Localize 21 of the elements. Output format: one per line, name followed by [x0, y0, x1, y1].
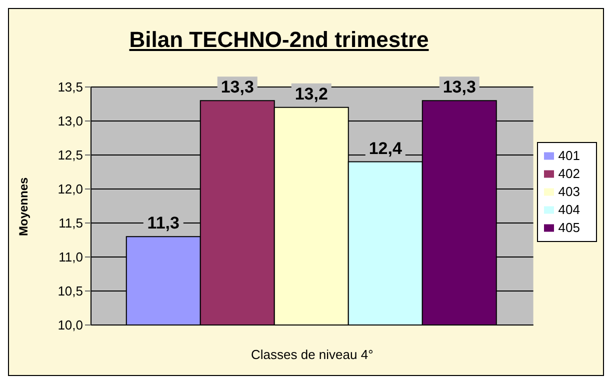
data-label: 13,3 [220, 78, 254, 97]
y-tick-label: 10,0 [58, 318, 83, 333]
legend-label: 401 [558, 148, 580, 163]
legend-label: 404 [558, 202, 580, 217]
data-label: 13,2 [294, 84, 328, 104]
y-tick-label: 10,5 [58, 284, 83, 299]
y-tick-label: 13,0 [58, 114, 83, 129]
y-axis-title: Moyennes [16, 176, 30, 236]
chart-title: Bilan TECHNO-2nd trimestre [128, 27, 430, 53]
y-tick-label: 11,5 [58, 216, 83, 231]
x-axis-title: Classes de niveau 4° [251, 347, 374, 362]
data-label: 12,4 [368, 138, 402, 158]
legend-label: 403 [558, 184, 580, 199]
y-tick-label: 12,0 [58, 182, 83, 197]
y-tick-label: 13,5 [58, 80, 83, 95]
data-label: 13,3 [442, 78, 476, 97]
legend-label: 402 [558, 166, 580, 181]
legend-label: 405 [558, 220, 580, 235]
y-tick-label: 11,0 [58, 250, 83, 265]
y-tick-label: 12,5 [58, 148, 83, 163]
data-label: 11,3 [147, 214, 180, 233]
